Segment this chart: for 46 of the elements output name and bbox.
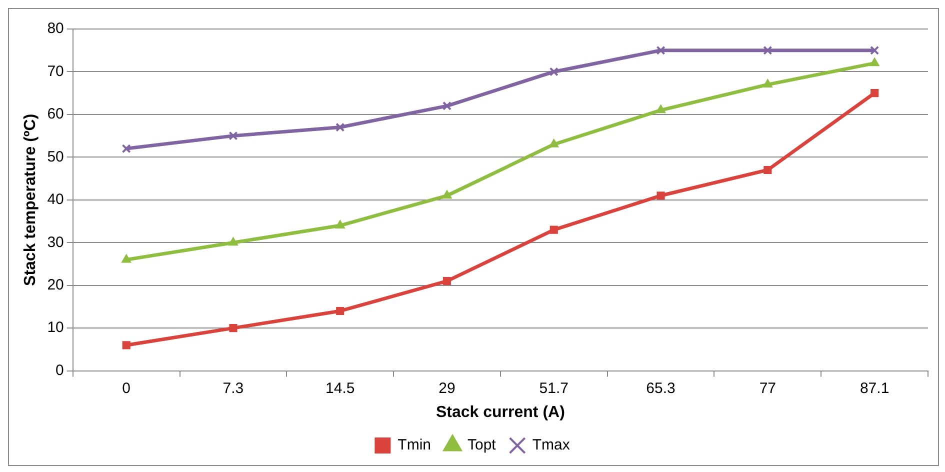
point (764, 166, 772, 174)
x-tick-label: 77 (759, 380, 776, 397)
point (656, 192, 665, 200)
y-tick-label: 60 (47, 106, 64, 123)
point (442, 190, 452, 199)
x-tick-label: 65.3 (646, 380, 676, 397)
y-tick-label: 70 (47, 62, 64, 80)
point (335, 220, 345, 229)
point (762, 79, 772, 88)
point (656, 46, 666, 55)
x-tick-label: 14.5 (326, 380, 355, 397)
x-tick-label: 29 (438, 380, 456, 397)
legend-label: Tmax (532, 436, 570, 454)
y-tick-label: 30 (47, 234, 64, 251)
point (122, 341, 130, 350)
point (442, 277, 452, 286)
point (656, 104, 666, 114)
y-tick-label: 80 (47, 20, 64, 38)
x-axis-title: Stack current (A) (436, 404, 565, 421)
point (228, 237, 238, 246)
point (336, 122, 345, 132)
x-tick-label: 0 (122, 380, 130, 397)
y-tick-label: 0 (56, 362, 64, 379)
y-axis-title: Stack temperature (ºC) (22, 114, 40, 286)
point (550, 226, 558, 234)
point (870, 89, 879, 98)
point (870, 58, 880, 66)
point (336, 306, 344, 316)
point (228, 131, 238, 140)
y-tick-label: 50 (47, 148, 64, 166)
legend-label: Tmin (398, 436, 431, 454)
point (549, 67, 558, 76)
x-tick-label: 7.3 (222, 380, 244, 397)
x-tick-label: 87.1 (860, 380, 890, 397)
point (442, 101, 452, 110)
y-tick-label: 10 (47, 319, 64, 336)
point (763, 46, 772, 55)
point (122, 254, 132, 263)
point (870, 46, 880, 55)
y-tick-label: 20 (47, 276, 64, 294)
legend-label: Topt (467, 436, 497, 454)
point (549, 138, 559, 148)
y-tick-label: 40 (47, 191, 64, 208)
point (229, 324, 238, 332)
x-tick-label: 51.7 (539, 380, 568, 397)
point (122, 144, 131, 154)
